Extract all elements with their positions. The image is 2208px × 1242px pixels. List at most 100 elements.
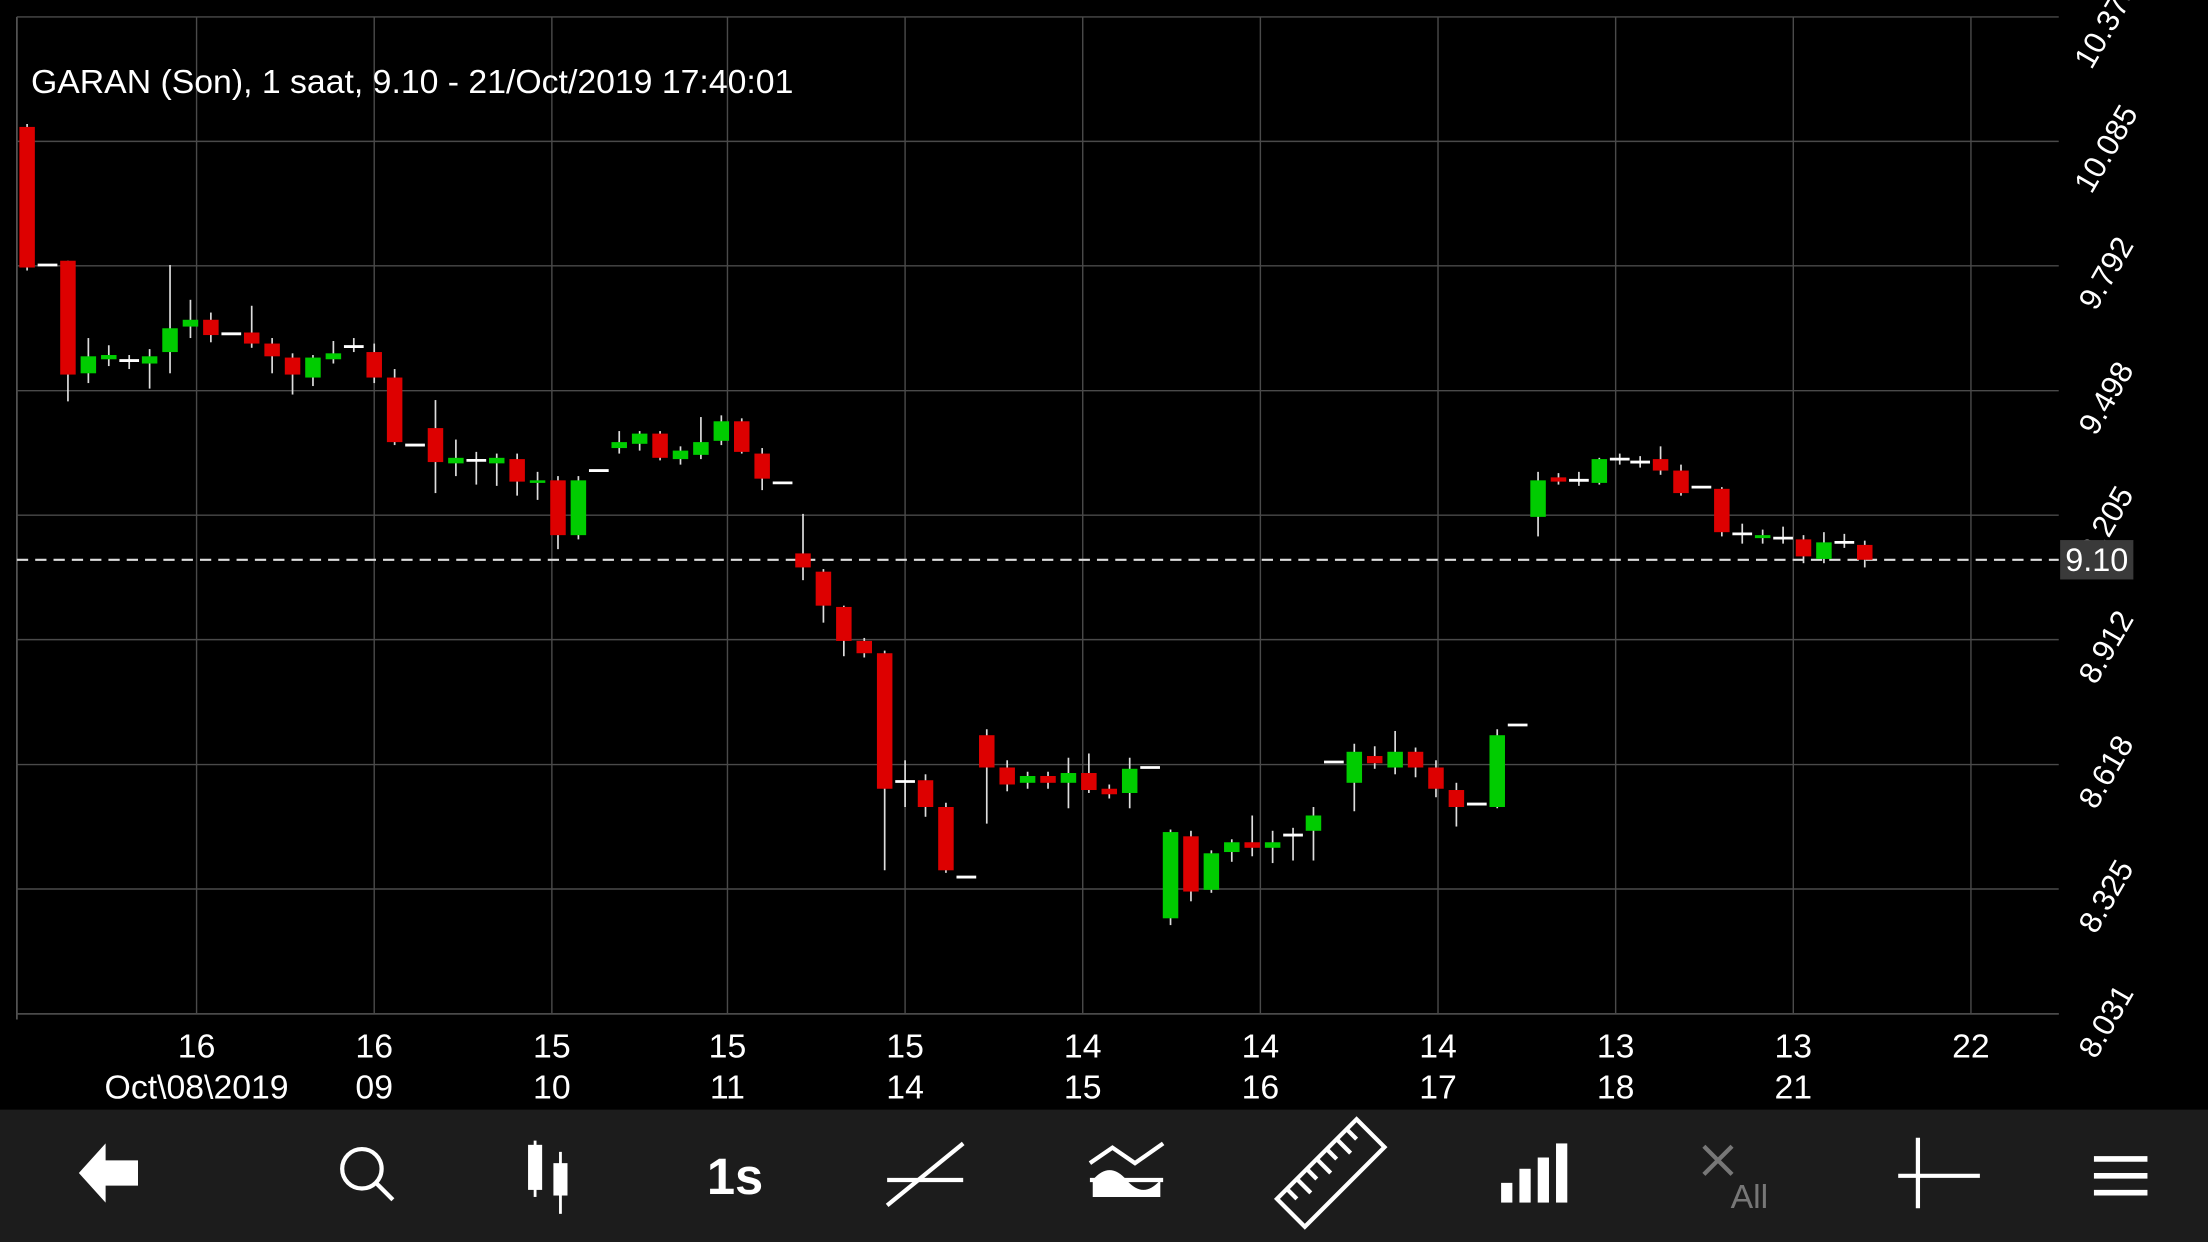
x-tick-label: 15 xyxy=(533,1028,571,1066)
trendline-button[interactable] xyxy=(885,1141,965,1208)
candle-body xyxy=(1489,735,1505,808)
candle-body xyxy=(1019,775,1036,783)
x-date-label: 15 xyxy=(1064,1068,1102,1106)
candle-body xyxy=(611,442,627,449)
candle-body xyxy=(284,357,301,375)
crosshair-button[interactable] xyxy=(1898,1137,1980,1209)
candle-body xyxy=(1448,790,1465,808)
x-date-label: 18 xyxy=(1597,1068,1635,1106)
candle-body xyxy=(141,356,158,364)
x-tick-label: 14 xyxy=(1064,1028,1102,1066)
candle-body xyxy=(182,319,199,327)
candle-body xyxy=(203,319,219,336)
candle-body xyxy=(979,735,995,768)
candle-body xyxy=(1224,842,1240,853)
candle-body xyxy=(1203,853,1220,890)
menu-button[interactable] xyxy=(2093,1156,2148,1196)
chart-title: GARAN (Son), 1 saat, 9.10 - 21/Oct/2019 … xyxy=(31,63,793,101)
x-tick-label: 15 xyxy=(709,1028,747,1066)
candle-body xyxy=(795,553,811,568)
candle-body xyxy=(917,780,934,808)
candle-body xyxy=(734,421,750,452)
candle-body xyxy=(1673,470,1689,494)
indicator-button[interactable] xyxy=(1088,1141,1165,1197)
candle-body xyxy=(1591,459,1608,483)
candle-body xyxy=(101,355,117,360)
candle-body xyxy=(243,332,260,344)
candle-body xyxy=(1244,842,1260,848)
candle-body xyxy=(1040,775,1056,783)
candle-body xyxy=(652,433,668,458)
x-tick-label: 13 xyxy=(1597,1028,1635,1066)
candle-body xyxy=(1121,768,1138,793)
candle-body xyxy=(815,571,832,606)
candle-body xyxy=(1714,488,1730,533)
x-date-label: Oct\08\2019 xyxy=(105,1068,289,1106)
x-tick-label: 22 xyxy=(1952,1028,1990,1066)
candle-body xyxy=(386,377,403,443)
candle-body xyxy=(1162,832,1179,919)
candle-body xyxy=(488,457,505,464)
candle-body xyxy=(325,353,342,360)
candle-body xyxy=(631,433,648,444)
candle-body xyxy=(305,357,321,378)
candle-body xyxy=(836,606,852,641)
candle-body xyxy=(1366,756,1383,764)
candle-body xyxy=(1101,788,1118,795)
candle-body xyxy=(427,428,444,463)
candle-body xyxy=(1795,539,1812,557)
candle-body xyxy=(264,343,280,357)
candle-body xyxy=(856,640,873,654)
candle-body xyxy=(366,352,382,378)
candle-body xyxy=(1387,751,1403,768)
x-tick-label: 16 xyxy=(355,1028,393,1066)
candle-body xyxy=(672,450,689,460)
x-tick-label: 13 xyxy=(1775,1028,1813,1066)
x-date-label: 14 xyxy=(886,1068,924,1106)
candle-body xyxy=(1081,773,1097,791)
interval-button[interactable]: 1s xyxy=(707,1148,763,1205)
candle-body xyxy=(1550,477,1567,482)
chart-type-button[interactable] xyxy=(528,1140,568,1214)
back-button[interactable] xyxy=(78,1143,138,1203)
x-date-label: 21 xyxy=(1775,1068,1813,1106)
clear-all-button[interactable]: All xyxy=(1702,1144,1769,1216)
candle-body xyxy=(1305,815,1322,831)
candle-body xyxy=(162,328,178,353)
x-date-label: 10 xyxy=(533,1068,571,1106)
toolbar: 1s All xyxy=(0,1109,2208,1242)
candle-body xyxy=(1530,480,1546,517)
candle-body xyxy=(80,356,97,374)
ruler-button[interactable] xyxy=(1273,1116,1388,1230)
candle-body xyxy=(550,480,566,536)
candle-body xyxy=(713,421,730,441)
volume-button[interactable] xyxy=(1501,1143,1568,1203)
x-date-label: 17 xyxy=(1419,1068,1457,1106)
candle-body xyxy=(754,453,770,479)
x-date-label: 09 xyxy=(355,1068,393,1106)
x-tick-label: 14 xyxy=(1419,1028,1457,1066)
candle-body xyxy=(570,480,587,536)
candle-body xyxy=(448,457,464,464)
candle-body xyxy=(529,480,546,483)
candle-body xyxy=(1754,535,1771,539)
candle-body xyxy=(1346,751,1363,783)
clear-all-label: All xyxy=(1731,1178,1769,1216)
candle-body xyxy=(1816,542,1832,559)
x-tick-label: 16 xyxy=(178,1028,216,1066)
candle-body xyxy=(1183,836,1199,892)
candle-body xyxy=(60,260,76,375)
last-price-tag xyxy=(2060,540,2134,580)
candle-body xyxy=(999,767,1015,785)
last-price-label: 9.10 xyxy=(2065,542,2128,578)
search-button[interactable] xyxy=(340,1146,395,1202)
candle-body xyxy=(1652,459,1669,471)
x-tick-label: 15 xyxy=(886,1028,924,1066)
x-date-label: 11 xyxy=(710,1068,745,1106)
candle-body xyxy=(876,653,893,789)
x-tick-label: 14 xyxy=(1242,1028,1280,1066)
candle-body xyxy=(1857,544,1873,560)
